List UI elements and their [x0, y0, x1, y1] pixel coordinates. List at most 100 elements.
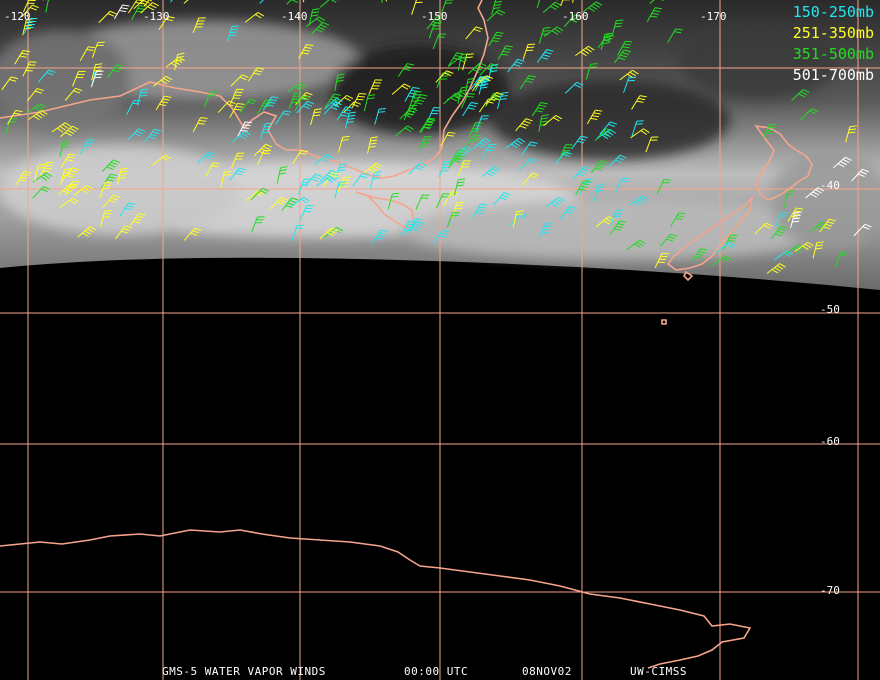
wind-barb-flag [601, 134, 609, 140]
wind-barb-flag [239, 76, 247, 81]
wind-barb-flag [95, 63, 103, 66]
wind-barb-flag [406, 111, 414, 116]
wind-barb-flag [457, 181, 465, 184]
wind-barb-flag [501, 194, 509, 198]
wind-barb-flag [417, 164, 425, 169]
wind-barb-flag [529, 157, 537, 162]
wind-barb-flag [496, 11, 503, 16]
wind-barb-flag [317, 26, 325, 31]
wind-barb-flag [546, 49, 554, 52]
wind-barb-flag [331, 227, 339, 232]
wind-barb-flag [190, 232, 198, 236]
wind-barb-flag [103, 216, 111, 218]
wind-barb-flag [247, 101, 255, 105]
wind-barb-flag [64, 122, 72, 127]
wind-barb-flag [10, 76, 19, 80]
wind-barb-flag [774, 267, 781, 272]
wind-barb-flag [142, 0, 150, 4]
wind-barb-flag [243, 124, 251, 126]
wind-barb-flag [490, 70, 498, 73]
wind-barb-flag [86, 49, 94, 52]
wind-barb-flag [521, 123, 529, 127]
wind-barb-flag [457, 92, 464, 98]
wind-barb-flag [378, 111, 386, 113]
latitude-label-70: -70 [820, 584, 840, 597]
wind-barb-flag [486, 67, 494, 72]
wind-barb-flag [235, 105, 243, 108]
wind-barb-flag [340, 163, 348, 166]
wind-barb [133, 0, 144, 10]
wind-barb-flag [379, 232, 387, 235]
wind-barb-flag [303, 196, 310, 202]
wind-barb-flag [461, 86, 469, 89]
latitude-label-40: -40 [820, 179, 840, 192]
wind-barb-flag [460, 56, 468, 59]
wind-barb-flag [786, 193, 795, 196]
wind-barb-flag [542, 54, 550, 57]
wind-barb-flag [827, 221, 835, 225]
wind-barb-flag [483, 77, 491, 82]
wind-barb-flag [440, 232, 448, 236]
wind-barb-flag [623, 43, 631, 46]
wind-barb-flag [230, 31, 238, 34]
wind-barb-flag [67, 156, 75, 159]
wind-barb-flag [771, 269, 779, 274]
wind-barb-flag [291, 197, 299, 201]
wind-barb-flag [318, 16, 326, 22]
wind-barb-flag [333, 100, 341, 105]
wind-barb-flag [404, 114, 411, 118]
wind-barb-flag [177, 52, 185, 55]
wind-barb-flag [610, 121, 618, 125]
wind-barb-flag [467, 77, 475, 81]
wind-barb-flag [817, 187, 825, 192]
wind-barb-flag [281, 197, 289, 201]
wind-barb-flag [452, 95, 460, 100]
wind-barb-flag [528, 75, 536, 78]
wind-barb-flag [418, 96, 426, 100]
wind-barb-flag [333, 93, 341, 96]
wind-barb-flag [461, 53, 469, 56]
wind-barb-flag [200, 117, 208, 119]
wind-barb [649, 0, 655, 4]
wind-barb-flag [477, 144, 484, 149]
wind-barb-flag [528, 144, 536, 147]
wind-barb-flag [551, 30, 559, 35]
wind-barb-flag [150, 133, 158, 137]
wind-barb-flag [343, 109, 351, 112]
wind-barb-flag [87, 228, 94, 233]
wind-barb-flag [37, 163, 45, 166]
wind-barb-flag [82, 232, 89, 237]
wind-barb-flag [405, 226, 413, 229]
wind-barb-flag [499, 197, 507, 201]
wind-barb-flag [540, 56, 548, 60]
wind-barb-flag [163, 77, 170, 83]
wind-barb-flag [203, 156, 211, 160]
footer-time: 00:00 UTC [404, 665, 469, 678]
longitude-label-130: -130 [143, 10, 170, 23]
wind-barb-flag [370, 136, 378, 139]
wind-barb-flag [311, 11, 319, 14]
wind-barb-flag [540, 120, 548, 123]
wind-barb-flag [229, 34, 237, 37]
wind-barb-flag [118, 176, 126, 179]
wind-barb-flag [457, 149, 465, 152]
wind-barb-flag [448, 131, 456, 134]
wind-barb-flag [410, 107, 418, 112]
wind-barb-flag [454, 94, 461, 100]
wind-barb-flag [722, 257, 729, 262]
wind-barb-flag [299, 152, 307, 155]
wind-barb-flag [165, 75, 173, 81]
wind-barb-flag [306, 44, 314, 47]
wind-barb-flag [442, 229, 450, 233]
wind-barb-flag [412, 87, 420, 90]
wind-barb-flag [428, 118, 436, 122]
wind-barb-flag [289, 200, 297, 203]
wind-barb-flag [244, 130, 251, 136]
wind-barb-flag [336, 79, 344, 83]
wind-barb-flag [41, 188, 49, 193]
wind-barb-flag [108, 164, 116, 168]
wind-barb-flag [517, 58, 525, 62]
wind-barb-flag [340, 114, 348, 117]
wind-barb-flag [411, 89, 419, 92]
wind-barb-flag [550, 202, 558, 208]
